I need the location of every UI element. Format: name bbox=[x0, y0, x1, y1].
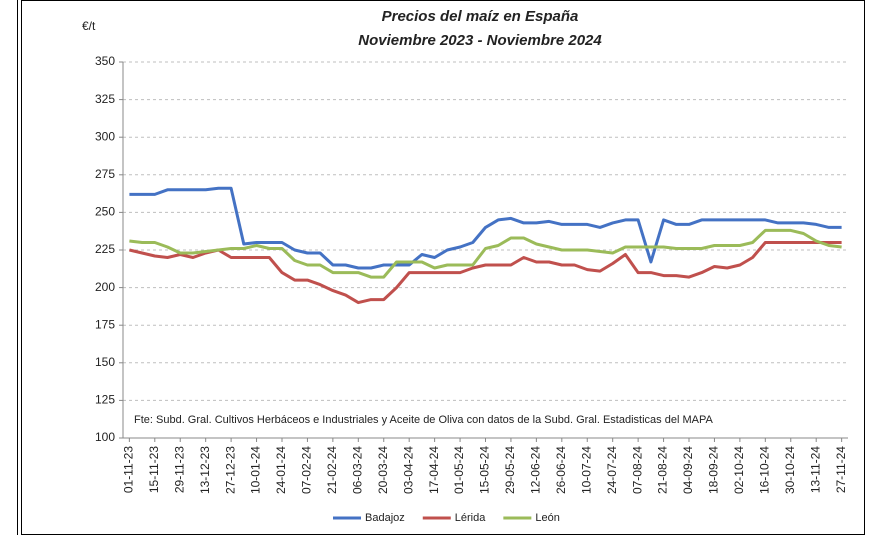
y-tick-label: 150 bbox=[95, 355, 115, 369]
annotation: Fte: Subd. Gral. Cultivos Herbáceos e In… bbox=[134, 414, 713, 426]
y-tick-label: 350 bbox=[95, 54, 115, 68]
y-tick-label: 175 bbox=[95, 317, 115, 331]
y-tick-label: 300 bbox=[95, 129, 115, 143]
x-tick-label: 13-11-24 bbox=[808, 446, 822, 493]
x-tick-label: 27-11-24 bbox=[834, 446, 848, 493]
x-tick-label: 30-10-24 bbox=[783, 446, 797, 494]
legend-label: Badajoz bbox=[365, 512, 405, 524]
x-tick-label: 21-02-24 bbox=[325, 446, 339, 494]
x-tick-label: 26-06-24 bbox=[554, 446, 568, 494]
x-tick-label: 10-01-24 bbox=[249, 446, 263, 494]
line-series bbox=[129, 228, 842, 279]
x-tick-label: 27-12-23 bbox=[223, 446, 237, 494]
y-axis-label: €/t bbox=[82, 19, 96, 33]
x-tick-label: 04-09-24 bbox=[681, 446, 695, 494]
chart-subtitle: Noviembre 2023 - Noviembre 2024 bbox=[358, 32, 602, 49]
y-tick-label: 125 bbox=[95, 393, 115, 407]
x-tick-label: 29-05-24 bbox=[503, 446, 517, 494]
x-tick-label: 20-03-24 bbox=[376, 446, 390, 494]
x-tick-label: 29-11-23 bbox=[172, 446, 186, 493]
x-tick-label: 01-11-23 bbox=[122, 446, 136, 493]
y-tick-label: 200 bbox=[95, 280, 115, 294]
x-tick-label: 10-07-24 bbox=[579, 446, 593, 494]
x-tick-label: 16-10-24 bbox=[757, 446, 771, 494]
y-tick-label: 250 bbox=[95, 205, 115, 219]
x-tick-label: 01-05-24 bbox=[452, 446, 466, 494]
line-series bbox=[129, 186, 842, 270]
legend-label: León bbox=[535, 512, 559, 524]
x-tick-label: 02-10-24 bbox=[732, 446, 746, 494]
x-tick-label: 17-04-24 bbox=[427, 446, 441, 494]
x-tick-label: 07-08-24 bbox=[630, 446, 644, 494]
y-tick-label: 225 bbox=[95, 242, 115, 256]
x-tick-label: 15-11-23 bbox=[147, 446, 161, 493]
legend-label: Lérida bbox=[455, 512, 486, 524]
x-tick-label: 03-04-24 bbox=[401, 446, 415, 494]
x-tick-label: 13-12-23 bbox=[198, 446, 212, 494]
x-tick-label: 21-08-24 bbox=[656, 446, 670, 494]
x-tick-label: 15-05-24 bbox=[478, 446, 492, 494]
x-tick-label: 12-06-24 bbox=[529, 446, 543, 494]
x-tick-label: 06-03-24 bbox=[350, 446, 364, 494]
x-tick-label: 07-02-24 bbox=[300, 446, 314, 494]
x-tick-label: 24-07-24 bbox=[605, 446, 619, 494]
chart-title: Precios del maíz en España bbox=[382, 8, 579, 25]
y-tick-label: 325 bbox=[95, 92, 115, 106]
x-tick-label: 24-01-24 bbox=[274, 446, 288, 494]
y-tick-label: 275 bbox=[95, 167, 115, 181]
line-series bbox=[129, 241, 842, 305]
x-tick-label: 18-09-24 bbox=[707, 446, 721, 494]
y-tick-label: 100 bbox=[95, 430, 115, 444]
